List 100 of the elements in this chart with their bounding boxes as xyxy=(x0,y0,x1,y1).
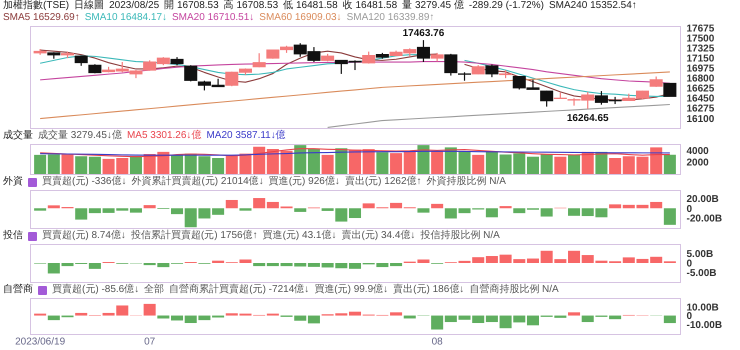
text: 收 16481.58 xyxy=(342,0,398,12)
candlestick xyxy=(554,92,567,100)
text: -289.29 (-1.72%) xyxy=(468,0,544,12)
line-series xyxy=(40,71,670,120)
y-tick-label: 17500 xyxy=(686,34,715,45)
y-tick-label: 5.00B xyxy=(686,248,714,260)
y-tick-label: 16275 xyxy=(686,104,715,115)
bar xyxy=(362,203,375,208)
line-series xyxy=(327,104,670,128)
candlestick xyxy=(88,64,102,74)
bar xyxy=(554,156,566,174)
text: 投信累計買賣超(元) 1756億↑ xyxy=(130,230,258,242)
y-tick-label: 16100 xyxy=(686,114,715,125)
y-tick-label: 16450 xyxy=(686,94,715,105)
bar xyxy=(664,154,676,174)
bar xyxy=(61,154,74,174)
text: 賣出(元) 186億↓ xyxy=(393,284,464,296)
annotation: 17463.76 xyxy=(402,28,445,40)
bar xyxy=(144,304,156,316)
y-tick-label: 17325 xyxy=(686,44,715,55)
text: 2023/08/25 xyxy=(109,0,160,12)
y-tick-label: 16800 xyxy=(686,74,715,85)
bar xyxy=(253,263,266,266)
bar xyxy=(75,208,88,220)
y-tick-label: 2000 xyxy=(686,158,710,169)
y-tick-label: -5.00B xyxy=(686,268,717,280)
bar xyxy=(157,152,170,174)
bar xyxy=(48,154,60,174)
text: 自營商持股比例 N/A xyxy=(469,284,559,296)
y-tick-label: -10.00B xyxy=(686,320,722,331)
bar xyxy=(88,263,101,269)
candlestick xyxy=(444,53,458,76)
candlestick xyxy=(650,76,663,88)
y-tick-label: 4000 xyxy=(686,146,710,157)
bar xyxy=(568,154,580,174)
bar xyxy=(664,316,676,324)
annotation: 16264.65 xyxy=(566,112,610,124)
bar xyxy=(34,154,46,174)
bar xyxy=(75,312,88,316)
candlestick xyxy=(472,64,485,75)
candlestick xyxy=(540,90,554,108)
y-tick-label: 16975 xyxy=(686,64,715,75)
bar xyxy=(376,152,388,174)
y-tick-label: 0 xyxy=(686,258,692,270)
bar xyxy=(253,198,266,208)
candlestick xyxy=(74,54,88,66)
series-label: MA5 3301.26↓億 xyxy=(126,130,202,142)
candlestick xyxy=(252,52,266,68)
bar xyxy=(472,154,484,174)
chart-title: 加權指數(TSE) xyxy=(3,0,70,12)
bar xyxy=(75,156,88,174)
text: 全部 xyxy=(144,284,164,296)
chart-title: 自營商 xyxy=(3,284,33,296)
text: 賣出(元) 1262億↑ xyxy=(344,176,422,188)
y-tick-label: 16625 xyxy=(686,84,715,95)
bar xyxy=(431,151,444,174)
text: 買賣超(元) 8.74億↓ xyxy=(42,230,126,242)
bar xyxy=(144,205,156,208)
series-label: MA20 3587.11↓億 xyxy=(206,130,286,142)
text: SMA20 16710.51↓ xyxy=(172,12,254,24)
text: SMA10 16484.17↓ xyxy=(84,12,167,24)
text: 自營商累計買賣超(元) -7214億↓ xyxy=(169,284,310,296)
bar xyxy=(568,312,580,316)
y-tick-label: 20.00B xyxy=(686,194,719,205)
series-label: 買賣超(元) -85.6億↓ xyxy=(52,284,140,296)
series-label: 成交量 3279.45↓億 xyxy=(38,130,122,142)
bar xyxy=(609,204,622,208)
bar xyxy=(226,200,238,208)
text: 外資持股比例 N/A xyxy=(426,176,506,188)
text: 投信持股比例 N/A xyxy=(420,230,500,242)
line-series xyxy=(40,148,670,158)
bar xyxy=(322,208,334,211)
y-tick-label: 0 xyxy=(686,311,692,322)
bar xyxy=(486,208,498,218)
y-tick-label: 10.00B xyxy=(686,302,719,314)
bar xyxy=(609,158,622,174)
y-tick-label: 0 xyxy=(686,204,692,215)
y-tick-label: 17150 xyxy=(686,54,715,65)
text: 低 16481.58 xyxy=(283,0,338,12)
series-label: 買賣超(元) -336億↓ xyxy=(42,176,126,188)
bar xyxy=(88,156,101,174)
text: 量 3279.45 億 xyxy=(402,0,464,12)
candlestick xyxy=(485,64,498,78)
bar xyxy=(130,156,142,174)
chart-subtitle: 日線圖 xyxy=(74,0,104,12)
bar xyxy=(431,204,444,208)
bar xyxy=(322,154,334,174)
text: 買進(元) 99.9億↓ xyxy=(314,284,388,296)
bar xyxy=(417,208,430,213)
bar xyxy=(417,145,430,174)
text: SMA5 16529.69↑ xyxy=(3,12,80,24)
chart-title: 外資 xyxy=(3,176,23,188)
chart-title: 成交量 xyxy=(3,130,33,142)
x-tick-label: 2023/06/19 xyxy=(15,336,66,348)
bar xyxy=(664,208,676,225)
text: SMA240 15352.54↑ xyxy=(548,0,637,12)
y-tick-label: 17675 xyxy=(686,24,715,35)
text: 買進(元) 926億↓ xyxy=(268,176,340,188)
chart-title: 投信 xyxy=(3,230,23,242)
candlestick xyxy=(663,82,676,97)
